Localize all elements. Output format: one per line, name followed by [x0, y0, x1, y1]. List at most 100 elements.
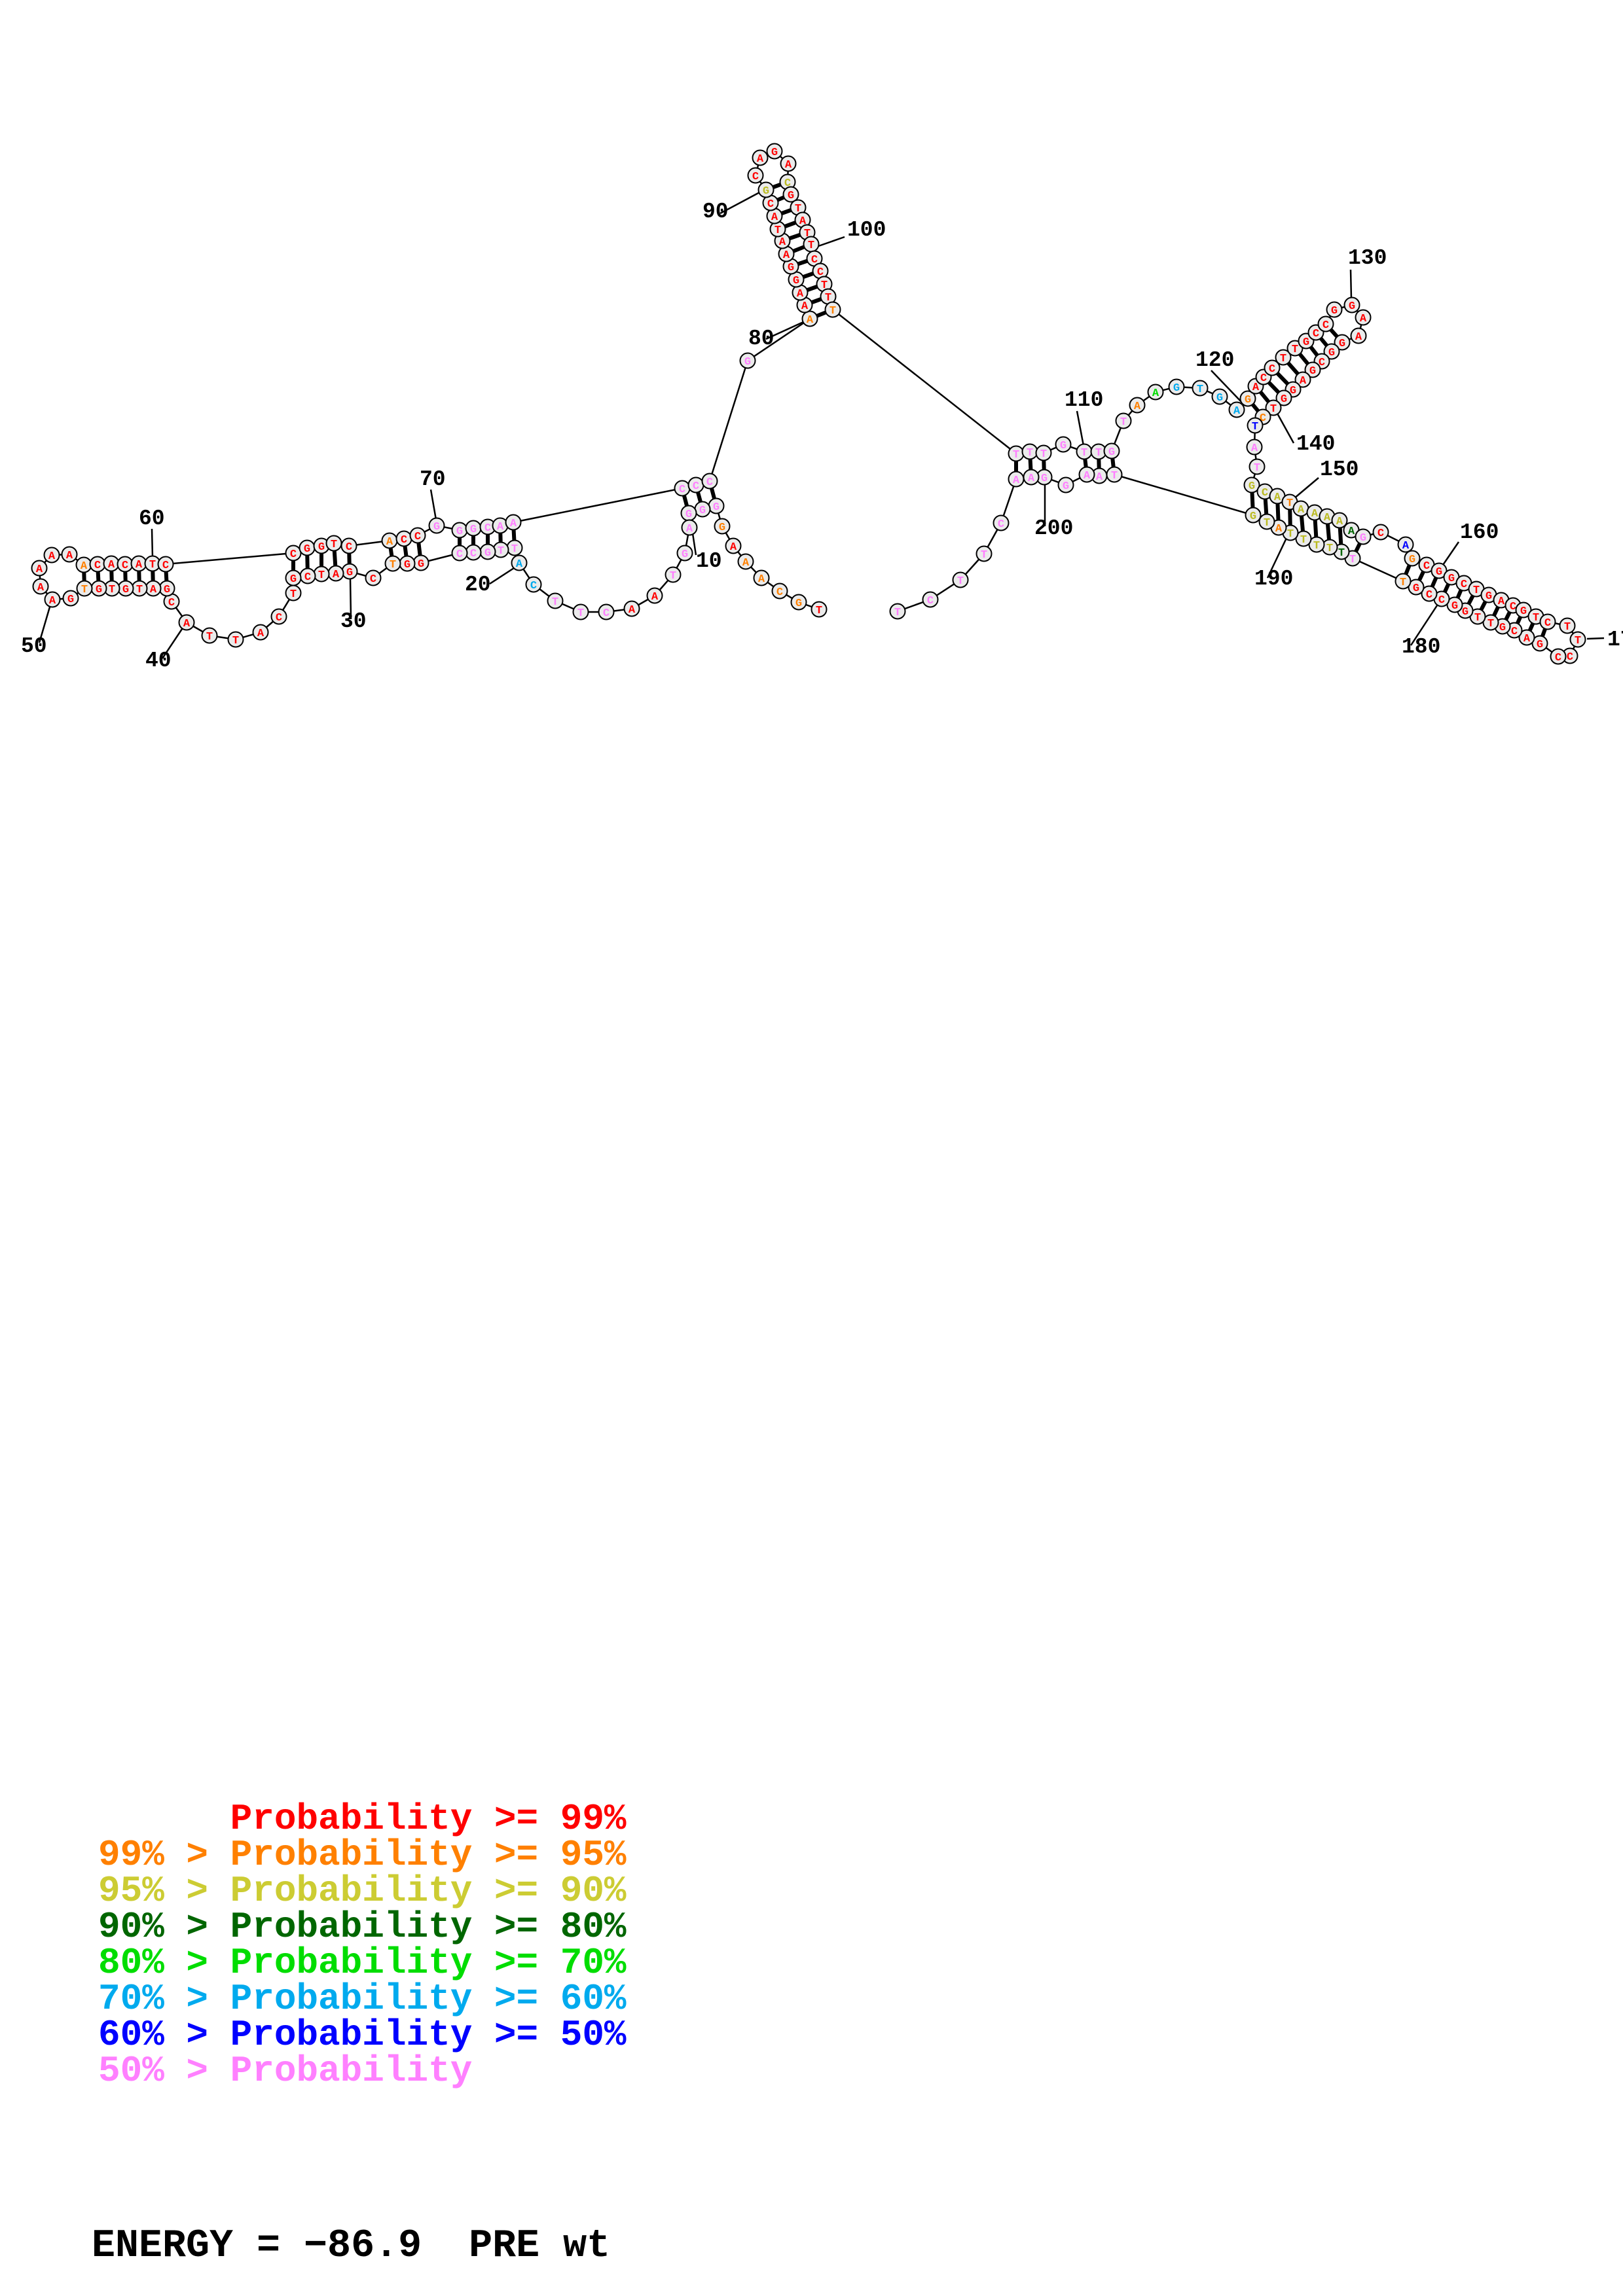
nucleotide: T [1275, 349, 1292, 366]
svg-text:G: G [1537, 639, 1543, 651]
nucleotide: A [1331, 512, 1348, 529]
svg-text:T: T [1487, 618, 1494, 630]
probability-legend: Probability >= 99% 99% > Probability >= 9… [98, 1801, 627, 2089]
nucleotide: C [395, 530, 412, 547]
svg-text:G: G [290, 573, 297, 586]
svg-text:C: C [1426, 589, 1432, 601]
svg-text:T: T [1254, 462, 1260, 475]
nucleotide: G [428, 517, 445, 534]
legend-entry: 80% > Probability >= 70% [98, 1942, 627, 1984]
svg-text:G: G [1173, 382, 1180, 395]
nucleotide: C [1550, 648, 1567, 665]
nucleotide: C [922, 591, 939, 608]
svg-text:T: T [1111, 470, 1118, 482]
svg-text:G: G [304, 543, 310, 556]
nucleotide: A [505, 514, 522, 531]
svg-text:C: C [94, 560, 101, 572]
nucleotide: T [1265, 399, 1282, 416]
nucleotide: G [285, 569, 302, 586]
nucleotide: A [796, 296, 813, 314]
svg-text:A: A [1274, 492, 1281, 504]
nucleotide: A [44, 591, 61, 608]
nucleotide: G [1211, 388, 1228, 405]
nucleotide: T [889, 603, 906, 620]
nucleotide: G [782, 186, 799, 203]
nucleotide: G [117, 580, 134, 597]
nucleotide: T [227, 631, 244, 648]
svg-text:A: A [1523, 633, 1531, 645]
svg-text:G: G [1060, 440, 1067, 452]
svg-text:C: C [752, 171, 759, 183]
nucleotide: A [1294, 371, 1311, 388]
nucleotide: A [1078, 466, 1095, 483]
nucleotide: G [790, 594, 807, 611]
nucleotide: G [739, 352, 756, 369]
svg-text:A: A [1084, 470, 1091, 482]
nucleotide: C [409, 527, 426, 544]
svg-text:T: T [1313, 540, 1320, 552]
nucleotide: A [252, 624, 269, 641]
svg-text:C: C [1313, 328, 1319, 340]
nucleotide: T [803, 236, 820, 253]
nucleotide: G [1275, 389, 1292, 406]
svg-text:A: A [757, 153, 764, 166]
svg-text:A: A [1275, 523, 1283, 535]
nucleotide: T [131, 580, 148, 597]
nucleotide: G [1245, 507, 1262, 524]
position-label: 190 [1254, 567, 1293, 591]
nucleotide: A [32, 578, 49, 595]
nucleotide: A [1355, 309, 1372, 326]
svg-text:T: T [1400, 577, 1406, 589]
svg-text:A: A [1498, 596, 1505, 608]
svg-text:G: G [1436, 566, 1442, 579]
svg-text:T: T [821, 279, 828, 292]
svg-text:A: A [629, 604, 636, 617]
svg-text:C: C [1555, 652, 1561, 664]
nucleotide: T [1008, 445, 1025, 462]
svg-text:C: C [679, 484, 685, 496]
svg-text:C: C [1269, 363, 1275, 376]
svg-text:T: T [804, 228, 811, 240]
nucleotide: A [752, 149, 769, 166]
svg-text:T: T [109, 584, 115, 596]
svg-text:A: A [758, 573, 765, 586]
nucleotide: C [687, 476, 704, 493]
svg-text:A: A [37, 582, 45, 594]
nucleotide: T [547, 592, 564, 609]
nucleotide: A [511, 554, 528, 571]
nucleotide: C [117, 556, 134, 573]
nucleotide: A [1350, 327, 1367, 344]
position-label: 40 [145, 649, 172, 673]
svg-text:C: C [927, 595, 934, 607]
nucleotide: A [130, 555, 147, 572]
svg-text:T: T [206, 631, 213, 643]
svg-text:A: A [516, 558, 523, 571]
svg-text:C: C [414, 531, 421, 543]
nucleotide: C [299, 567, 316, 584]
svg-text:C: C [484, 522, 491, 535]
svg-text:C: C [304, 571, 311, 584]
nucleotide: T [1035, 444, 1052, 461]
nucleotide: T [506, 539, 523, 556]
nucleotide: G [1343, 296, 1360, 314]
position-label: 160 [1460, 520, 1499, 545]
nucleotide: C [1317, 315, 1334, 332]
nucleotide: A [681, 519, 698, 536]
svg-text:G: G [1499, 622, 1506, 634]
nucleotide: G [299, 539, 316, 556]
svg-text:A: A [150, 584, 157, 596]
nucleotide: G [62, 590, 79, 607]
nucleotide: T [811, 601, 828, 618]
svg-text:A: A [742, 557, 750, 569]
nucleotide: T [572, 603, 589, 620]
nucleotide: T [1106, 466, 1123, 483]
svg-text:G: G [1451, 600, 1458, 613]
legend-entry: Probability >= 99% [98, 1798, 627, 1840]
svg-text:G: G [795, 598, 802, 610]
nucleotide: A [801, 310, 818, 327]
nucleotide: G [90, 580, 107, 597]
svg-text:A: A [510, 518, 517, 530]
svg-text:G: G [788, 262, 794, 274]
